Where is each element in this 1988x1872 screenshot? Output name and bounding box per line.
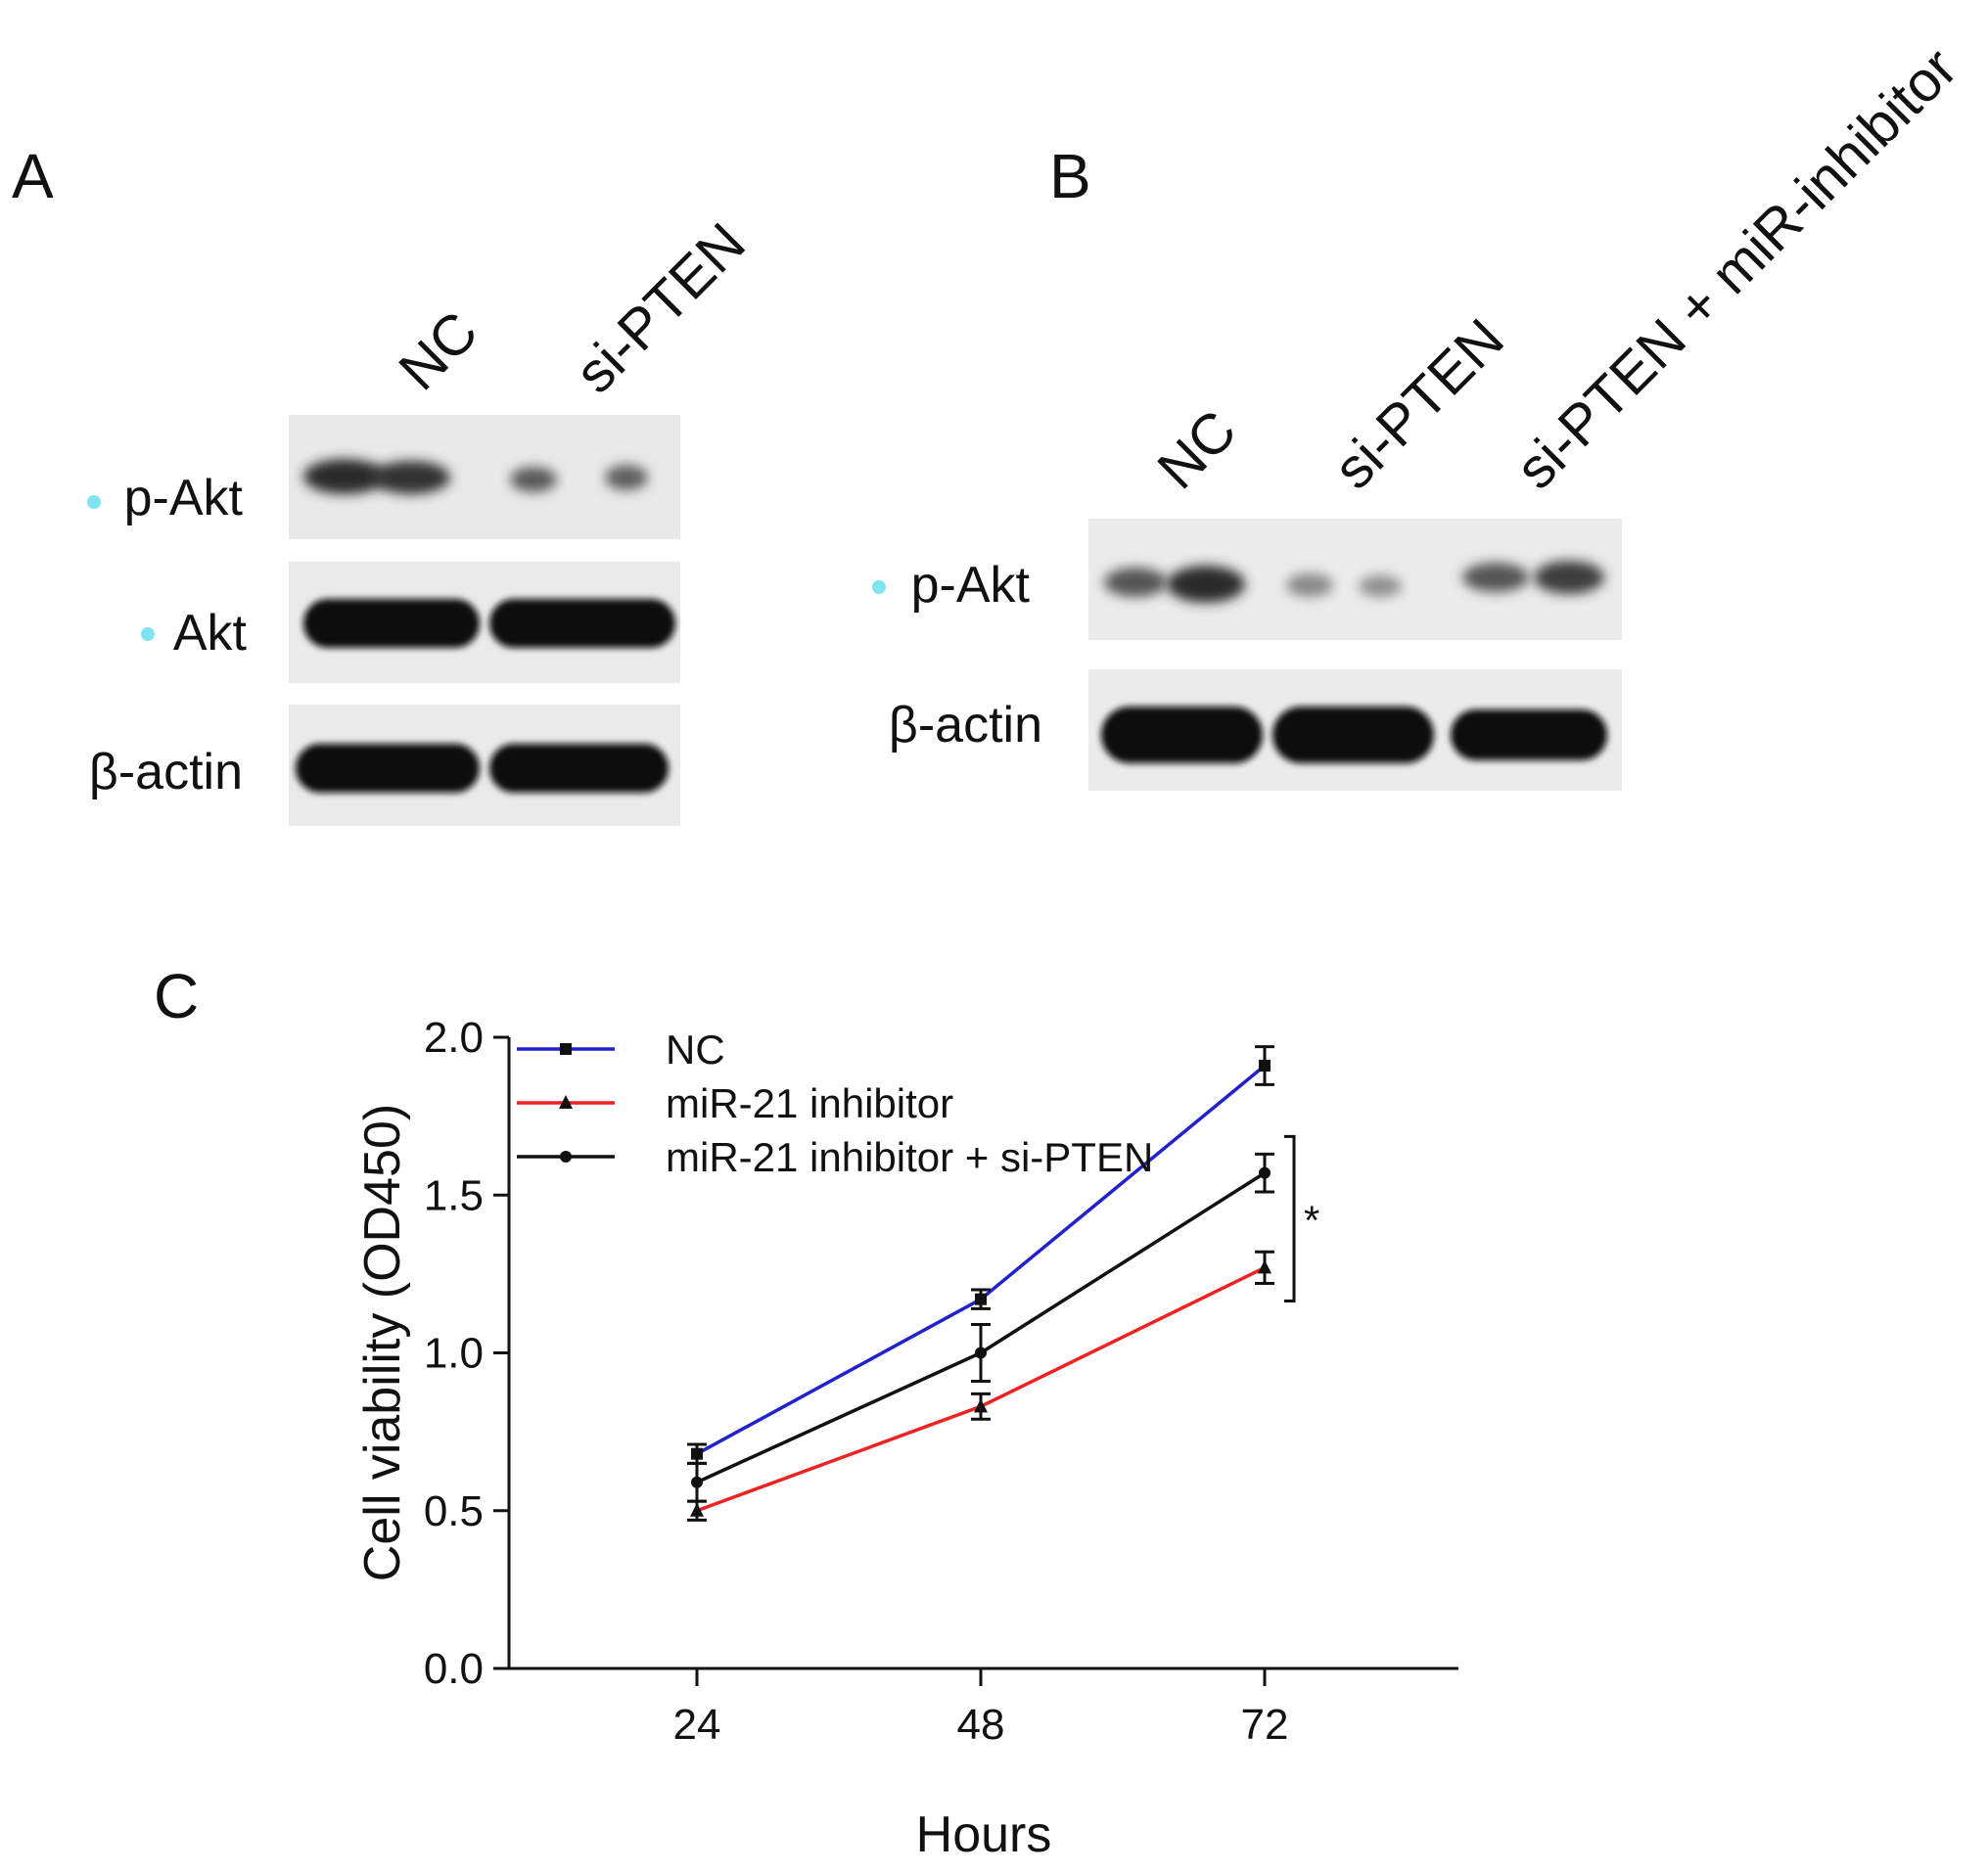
- panel-a-lane-label-nc: NC: [387, 299, 489, 402]
- x-axis: 24 48 72: [509, 1668, 1458, 1749]
- marker-dot-icon: [87, 495, 101, 509]
- panel-a-blot-b-actin: [289, 705, 680, 826]
- legend: NC miR-21 inhibitor miR-21 inhibitor + si-…: [517, 1027, 1153, 1180]
- panel-a-band-label-akt: Akt: [173, 605, 248, 662]
- y-axis-title: Cell viability (OD450): [354, 1104, 411, 1581]
- data-point: [975, 1347, 987, 1359]
- y-tick-label: 0.0: [424, 1645, 484, 1693]
- data-point: [975, 1294, 987, 1305]
- y-tick-label: 1.5: [424, 1171, 484, 1219]
- panel-a-blot-p-akt: [289, 415, 680, 539]
- series-2: [687, 1154, 1274, 1501]
- significance-star: *: [1304, 1197, 1319, 1243]
- legend-item-1: miR-21 inhibitor: [517, 1080, 953, 1126]
- panel-a-band-label-b-actin: β-actin: [89, 744, 243, 800]
- legend-label: miR-21 inhibitor + si-PTEN: [666, 1134, 1153, 1180]
- x-tick-label: 72: [1241, 1701, 1289, 1749]
- significance-annotation: *: [1284, 1136, 1319, 1301]
- legend-marker: [560, 1043, 572, 1055]
- data-point: [1259, 1167, 1271, 1179]
- marker-dot-icon: [872, 580, 886, 594]
- y-axis: 0.0 0.5 1.0 1.5 2.0: [424, 1014, 509, 1693]
- x-axis-title: Hours: [916, 1806, 1052, 1863]
- panel-b-lane-label-nc: NC: [1145, 398, 1248, 501]
- panel-b-lane-label-si-pten-mir-inhibitor: si-PTEN + miR-inhibitor: [1503, 36, 1969, 502]
- legend-item-2: miR-21 inhibitor + si-PTEN: [517, 1134, 1153, 1180]
- panel-letter-a: A: [12, 141, 54, 211]
- y-tick-label: 2.0: [424, 1014, 484, 1062]
- data-point: [1258, 1259, 1271, 1273]
- panel-letter-c: C: [154, 961, 199, 1031]
- panel-a-lane-label-si-pten: si-PTEN: [563, 211, 758, 406]
- panel-a-band-label-p-akt: p-Akt: [124, 470, 244, 526]
- cell-viability-chart: 0.0 0.5 1.0 1.5 2.0 24 48 72 * NC miR-21 inhibi…: [424, 1014, 1458, 1749]
- panel-letter-b: B: [1049, 141, 1091, 211]
- legend-label: miR-21 inhibitor: [666, 1080, 953, 1126]
- panel-b-band-label-b-actin: β-actin: [889, 697, 1042, 753]
- legend-marker: [560, 1151, 572, 1163]
- panel-b-lane-label-si-pten: si-PTEN: [1321, 307, 1516, 502]
- panel-a: A NC si-PTEN p-Akt Akt β-actin: [12, 141, 758, 826]
- panel-c: C 0.0 0.5 1.0 1.5 2.0 24 48 72 * NC miR-21 inhi…: [154, 961, 1458, 1863]
- data-point: [691, 1477, 703, 1488]
- data-point: [1259, 1060, 1271, 1072]
- legend-label: NC: [666, 1027, 725, 1073]
- legend-item-0: NC: [517, 1027, 725, 1073]
- data-point: [691, 1448, 703, 1460]
- panel-b-blot-b-actin: [1088, 669, 1622, 791]
- marker-dot-icon: [141, 627, 155, 641]
- y-tick-label: 1.0: [424, 1330, 484, 1378]
- panel-b-band-label-p-akt: p-Akt: [911, 557, 1031, 614]
- bracket: [1284, 1136, 1294, 1301]
- panel-b-blot-p-akt: [1088, 519, 1622, 640]
- panel-b: B NC si-PTEN si-PTEN + miR-inhibitor p-A…: [872, 36, 1969, 791]
- y-tick-label: 0.5: [424, 1487, 484, 1535]
- panel-a-blot-akt: [289, 562, 680, 683]
- x-tick-label: 48: [957, 1701, 1005, 1749]
- x-tick-label: 24: [673, 1701, 721, 1749]
